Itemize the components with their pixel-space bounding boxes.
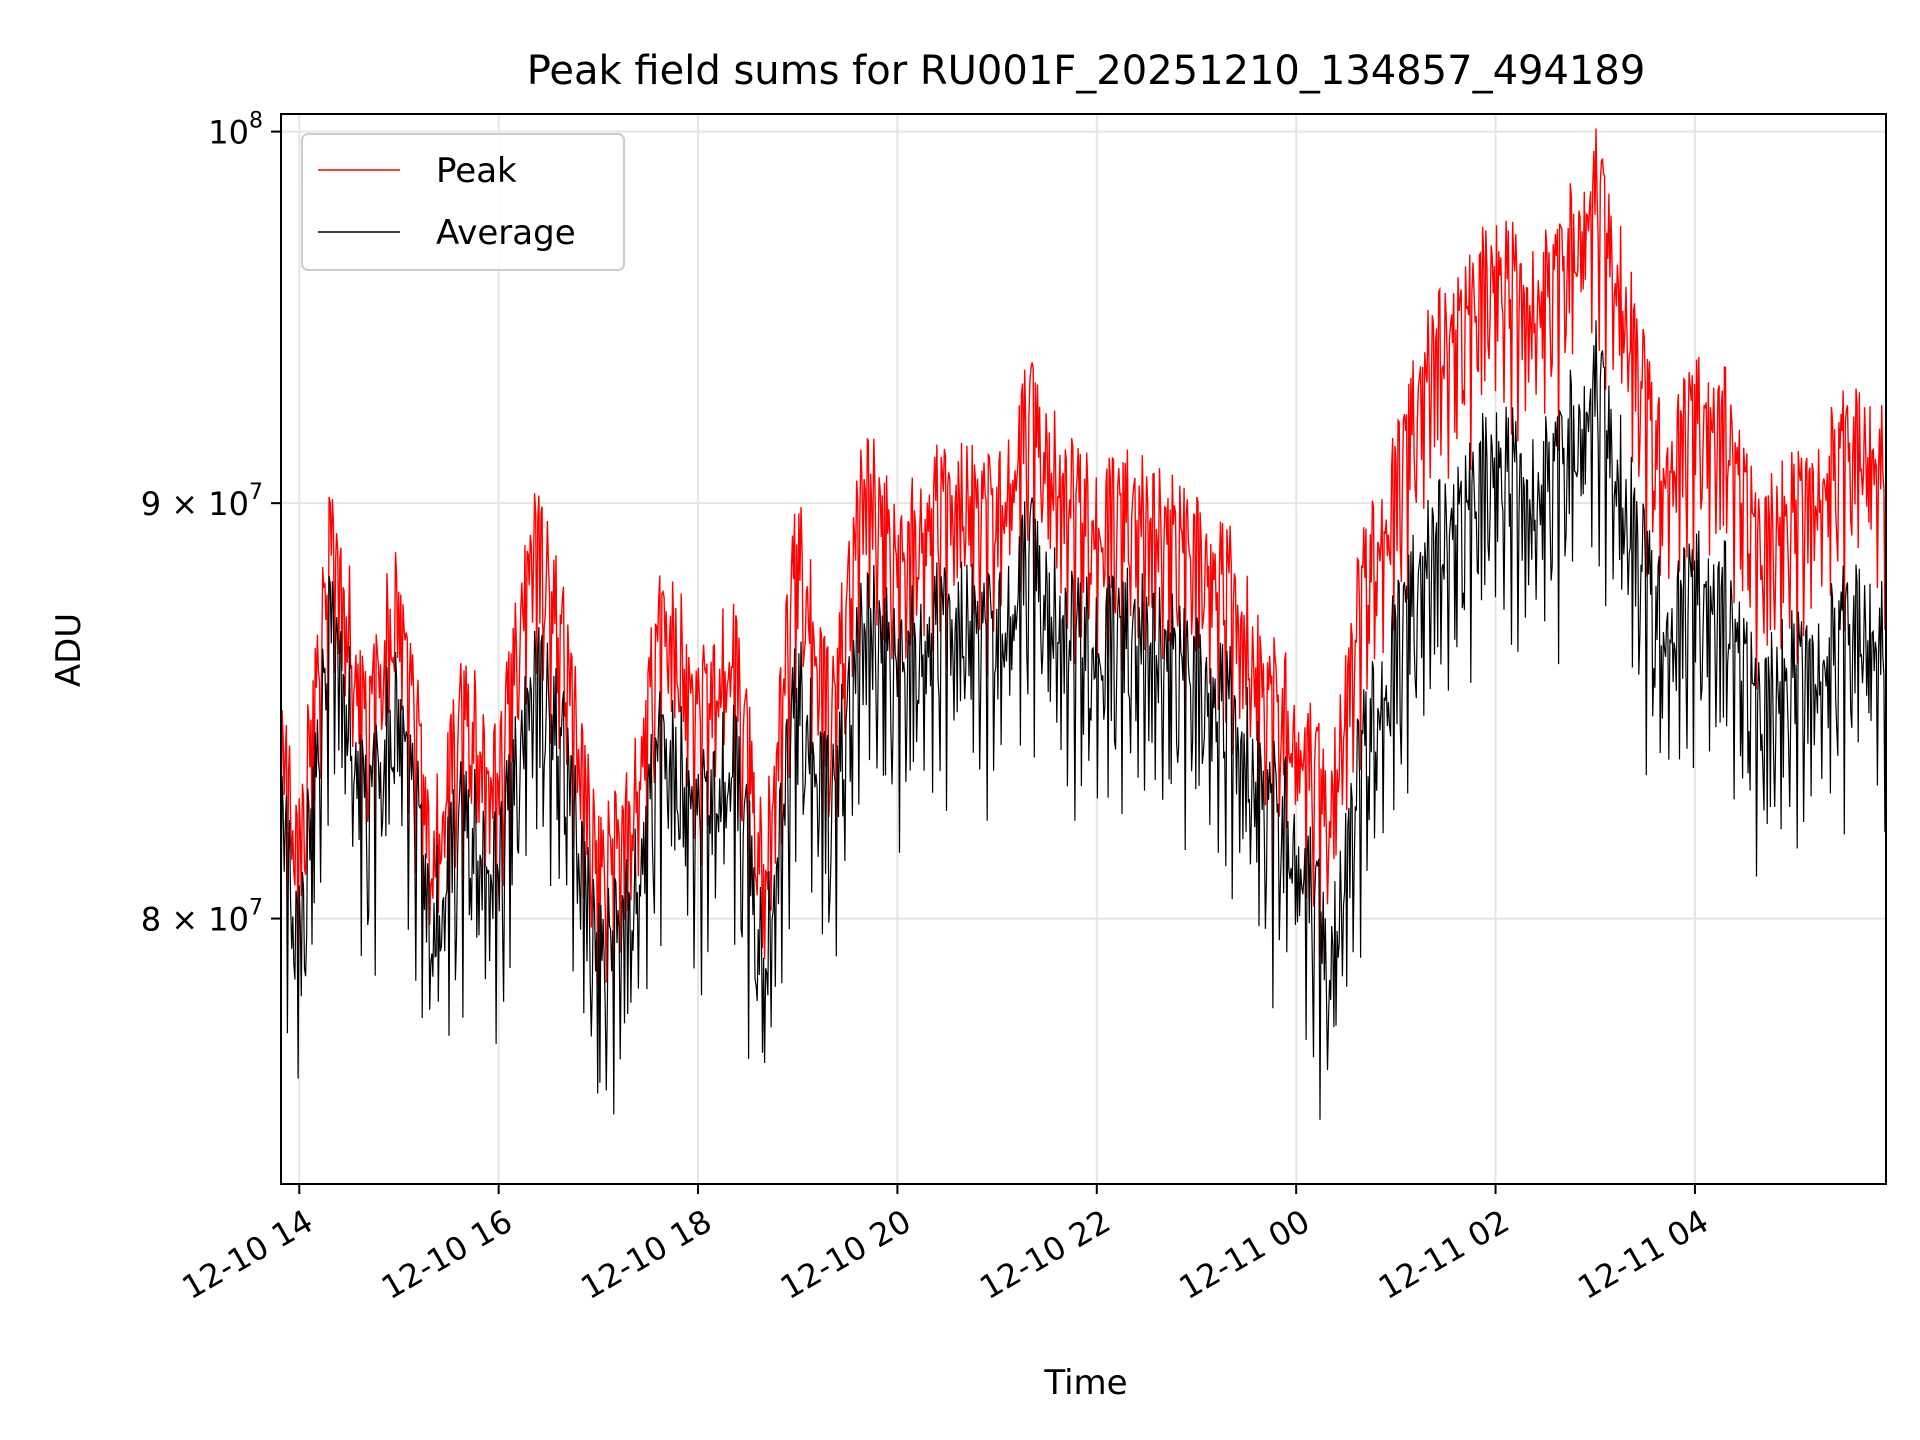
y-axis-label: ADU [49, 613, 89, 687]
series-line-average [280, 320, 1887, 1120]
x-axis-label: Time [1043, 1363, 1127, 1403]
legend: Peak Average [301, 133, 625, 271]
y-tick-label: 9 × 107 [141, 480, 263, 523]
y-axis-ticks: 8 × 107 9 × 107 108 [141, 109, 281, 939]
y-tick-label: 108 [208, 109, 263, 152]
series-layer [280, 128, 1887, 1120]
y-tick-label: 8 × 107 [141, 896, 263, 939]
legend-label-average: Average [436, 213, 576, 253]
plot-frame [280, 113, 1887, 1185]
series-line-peak [280, 128, 1887, 1004]
chart-title: Peak field sums for RU001F_20251210_1348… [527, 48, 1646, 94]
legend-box [301, 133, 625, 271]
legend-label-peak: Peak [436, 151, 517, 191]
